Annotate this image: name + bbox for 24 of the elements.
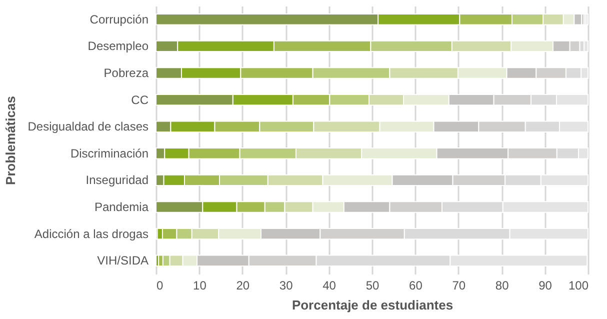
y-tick-label: Adicción a las drogas bbox=[34, 226, 148, 241]
y-tick-label: Discriminación bbox=[70, 146, 148, 160]
y-tick-label: Corrupción bbox=[90, 12, 148, 26]
y-tick-label: CC bbox=[131, 92, 149, 107]
x-tick-label: 90 bbox=[538, 278, 552, 292]
x-tick-label: 70 bbox=[452, 278, 466, 292]
y-tick-label: VIH/SIDA bbox=[97, 254, 148, 268]
x-tick-label: 60 bbox=[409, 278, 423, 292]
x-tick-label: 20 bbox=[236, 278, 250, 292]
x-tick-label: 10 bbox=[193, 278, 207, 292]
x-tick-label: 80 bbox=[495, 278, 510, 292]
x-tick-label: 40 bbox=[322, 278, 336, 292]
bar bbox=[584, 40, 588, 52]
x-axis-title: Porcentaje de estudiantes bbox=[292, 298, 454, 312]
x-tick-label: 100 bbox=[568, 278, 589, 292]
y-tick-label: Desigualdad de clases bbox=[28, 120, 148, 134]
x-tick-label: 30 bbox=[279, 278, 294, 292]
x-tick-label: 0 bbox=[156, 278, 164, 292]
x-tick-label: 50 bbox=[366, 278, 380, 292]
y-tick-label: Inseguridad bbox=[86, 173, 148, 188]
y-tick-label: Desempleo bbox=[88, 39, 149, 54]
y-axis-title: Problemáticas bbox=[2, 96, 18, 185]
y-tick-label: Pandemia bbox=[94, 200, 149, 214]
y-tick-label: Pobreza bbox=[104, 66, 149, 80]
